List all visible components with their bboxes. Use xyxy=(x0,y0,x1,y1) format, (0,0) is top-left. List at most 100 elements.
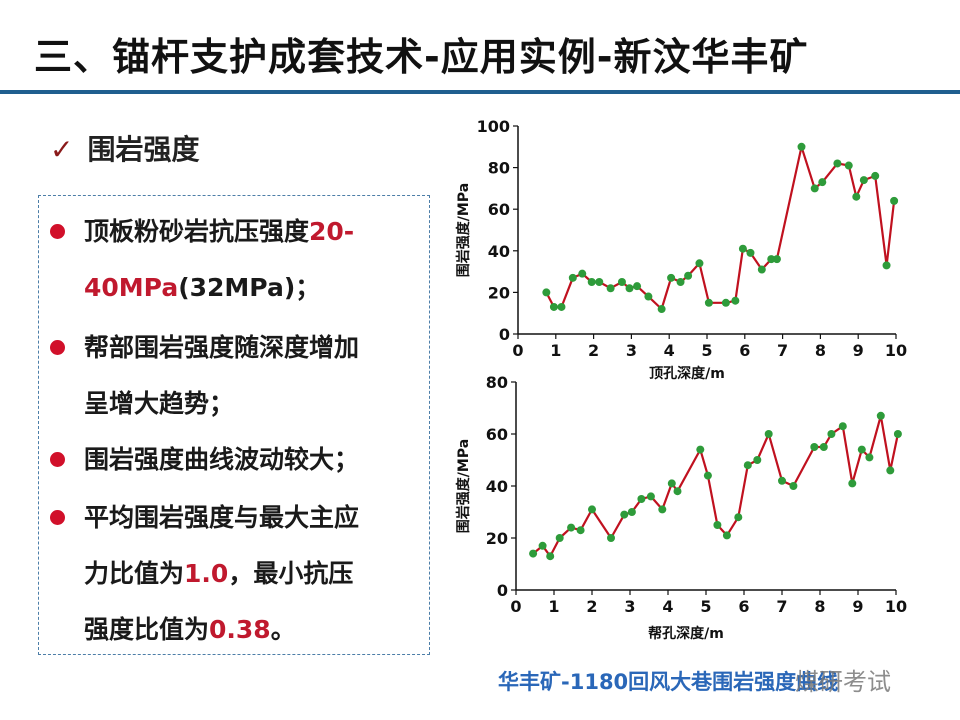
data-point xyxy=(595,278,604,286)
bullet-box xyxy=(38,195,430,655)
x-tick-label: 6 xyxy=(738,597,749,616)
data-point xyxy=(852,192,861,201)
bullet-highlight: 0.38 xyxy=(209,615,271,644)
data-point xyxy=(797,142,806,151)
data-point xyxy=(722,531,731,540)
data-point xyxy=(738,244,747,253)
data-point xyxy=(578,269,587,278)
bullet-text: 围岩强度曲线波动较大； xyxy=(84,432,414,488)
data-point xyxy=(703,471,712,480)
x-tick-label: 1 xyxy=(550,341,561,360)
data-point xyxy=(676,278,685,286)
data-point xyxy=(704,298,713,307)
data-point xyxy=(886,466,895,475)
data-point xyxy=(865,453,874,462)
data-point xyxy=(838,422,847,431)
y-axis-label: 围岩强度/MPa xyxy=(455,439,472,533)
x-tick-label: 4 xyxy=(664,341,675,360)
data-point xyxy=(876,411,885,420)
data-point xyxy=(625,284,634,293)
section-heading: ✓ 围岩强度 xyxy=(50,128,199,168)
y-tick-label: 100 xyxy=(477,117,510,136)
data-point xyxy=(667,273,676,282)
bullet-text-part: 围岩强度曲线波动较大； xyxy=(84,445,360,474)
bullet-text: 顶板粉砂岩抗压强度20- 40MPa(32MPa)； xyxy=(84,204,414,316)
y-tick-label: 80 xyxy=(486,373,508,392)
data-point xyxy=(549,302,558,311)
x-tick-label: 2 xyxy=(588,341,599,360)
x-tick-label: 7 xyxy=(776,597,787,616)
data-point xyxy=(557,302,566,311)
y-tick-label: 40 xyxy=(488,242,510,261)
bullet-text-part: 力比值为 xyxy=(84,559,185,588)
data-point xyxy=(684,271,693,280)
bullet-text-part: 顶板粉砂岩抗压强度 xyxy=(84,217,310,246)
x-tick-label: 3 xyxy=(626,341,637,360)
bullet-dot-icon xyxy=(50,340,65,355)
bullet-text-part: 帮部围岩强度随深度增加 xyxy=(84,333,360,362)
data-point xyxy=(882,261,891,270)
bullet-text-part: 平均围岩强度与最大主应 xyxy=(84,503,360,532)
data-point xyxy=(568,273,577,282)
data-point xyxy=(890,196,899,205)
x-tick-label: 6 xyxy=(739,341,750,360)
y-tick-label: 60 xyxy=(486,425,508,444)
x-tick-label: 1 xyxy=(548,597,559,616)
x-tick-label: 2 xyxy=(586,597,597,616)
data-point xyxy=(721,298,730,307)
data-point xyxy=(667,479,676,488)
bullet-text-part: 强度比值为 xyxy=(84,615,210,644)
data-point xyxy=(810,443,819,451)
page-title: 三、锚杆支护成套技术-应用实例-新汶华丰矿 xyxy=(34,35,809,79)
bullet-text: 帮部围岩强度随深度增加 呈增大趋势； xyxy=(84,320,414,432)
data-point xyxy=(546,552,555,561)
data-point xyxy=(620,510,629,519)
data-point xyxy=(658,505,667,514)
data-point xyxy=(633,282,642,291)
x-tick-label: 8 xyxy=(814,597,825,616)
data-point xyxy=(827,430,836,438)
x-tick-label: 8 xyxy=(815,341,826,360)
data-point xyxy=(587,278,596,286)
y-tick-label: 0 xyxy=(499,325,510,344)
data-point xyxy=(848,479,857,488)
data-point xyxy=(893,430,902,438)
title-underline xyxy=(0,90,960,94)
data-point xyxy=(819,443,828,451)
data-point xyxy=(753,456,762,464)
data-point xyxy=(606,284,615,293)
data-point xyxy=(695,259,704,268)
bullet-dot-icon xyxy=(50,452,65,467)
rib-strength-chart: 0 1 2 3 4 5 6 7 8 9 10 0 20 40 60 80 帮孔深度/m 围岩强度/MPa xyxy=(455,373,907,642)
data-point xyxy=(646,492,655,501)
y-axis-label: 围岩强度/MPa xyxy=(455,183,472,277)
data-point xyxy=(607,534,615,542)
data-point xyxy=(627,508,636,516)
data-point xyxy=(818,178,827,187)
data-point xyxy=(778,476,786,485)
x-tick-label: 10 xyxy=(885,597,907,616)
y-tick-label: 0 xyxy=(497,581,508,600)
bullet-dot-icon xyxy=(50,224,65,239)
data-point xyxy=(529,549,538,558)
data-point xyxy=(772,255,781,264)
data-point xyxy=(857,445,866,454)
x-tick-label: 4 xyxy=(662,597,673,616)
data-point xyxy=(673,487,682,496)
data-point xyxy=(789,482,798,490)
x-axis-label: 顶孔深度/m xyxy=(649,365,725,382)
data-point xyxy=(844,161,853,170)
data-point xyxy=(576,526,585,535)
data-point xyxy=(767,255,776,264)
bullet-text: 平均围岩强度与最大主应 力比值为1.0，最小抗压 强度比值为0.38。 xyxy=(84,490,414,658)
x-axis-label: 帮孔深度/m xyxy=(648,625,724,642)
data-point xyxy=(555,534,564,542)
bullet-text-part: (32MPa)； xyxy=(178,273,321,302)
data-point xyxy=(617,278,626,286)
bullet-text-part: 。 xyxy=(270,615,296,644)
data-point xyxy=(743,461,752,470)
x-tick-label: 7 xyxy=(777,341,788,360)
x-tick-label: 9 xyxy=(853,341,864,360)
y-tick-label: 80 xyxy=(488,159,510,178)
data-point xyxy=(746,248,755,257)
